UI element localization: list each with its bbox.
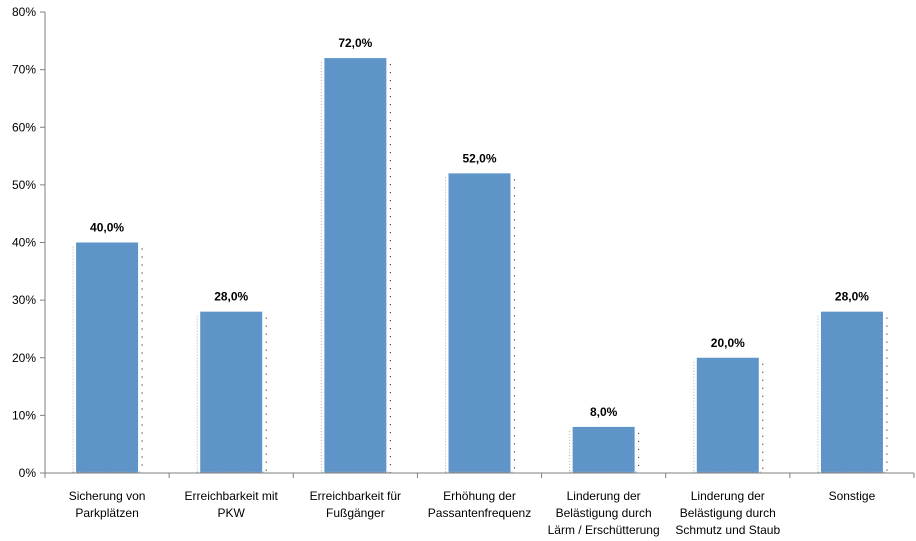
y-tick-label: 50% [12, 178, 36, 192]
x-category-label: Linderung der Belästigung durch Schmutz un… [675, 489, 780, 537]
data-label: 28,0% [835, 290, 869, 304]
data-label: 8,0% [590, 405, 618, 419]
x-category-label: Erhöhung der Passantenfrequenz [428, 489, 531, 520]
y-tick-label: 40% [12, 236, 36, 250]
data-label: 28,0% [214, 290, 248, 304]
bar [820, 311, 883, 473]
bar [200, 311, 263, 473]
bar [76, 242, 139, 473]
y-tick-label: 70% [12, 63, 36, 77]
data-label: 20,0% [711, 336, 745, 350]
bar [448, 173, 511, 473]
x-category-label: Sicherung von Parkplätzen [69, 489, 146, 520]
y-tick-label: 0% [19, 466, 37, 480]
y-tick-label: 30% [12, 293, 36, 307]
x-axis: Sicherung von Parkplätzen Erreichbarkeit m… [44, 472, 915, 537]
x-category-label: Sonstige [829, 489, 876, 503]
bar [324, 58, 387, 473]
data-label: 40,0% [90, 221, 124, 235]
bars [72, 58, 888, 473]
y-axis: 0% 10% 20% 30% 40% 50% 60% 70% 80% [12, 5, 46, 480]
x-category-label: Erreichbarkeit für Fußgänger [310, 489, 401, 520]
x-category-label: Linderung der Belästigung durch Lärm / Ers… [548, 489, 660, 537]
y-tick-label: 60% [12, 120, 36, 134]
data-labels: 40,0% 28,0% 72,0% 52,0% 8,0% 20,0% 28,0% [90, 36, 869, 419]
y-tick-label: 80% [12, 5, 36, 19]
y-tick-label: 10% [12, 408, 36, 422]
data-label: 72,0% [338, 36, 372, 50]
data-label: 52,0% [462, 151, 496, 165]
x-category-label: Erreichbarkeit mit PKW [185, 489, 279, 520]
y-tick-label: 20% [12, 351, 36, 365]
bar [696, 357, 759, 473]
bar [572, 426, 635, 473]
